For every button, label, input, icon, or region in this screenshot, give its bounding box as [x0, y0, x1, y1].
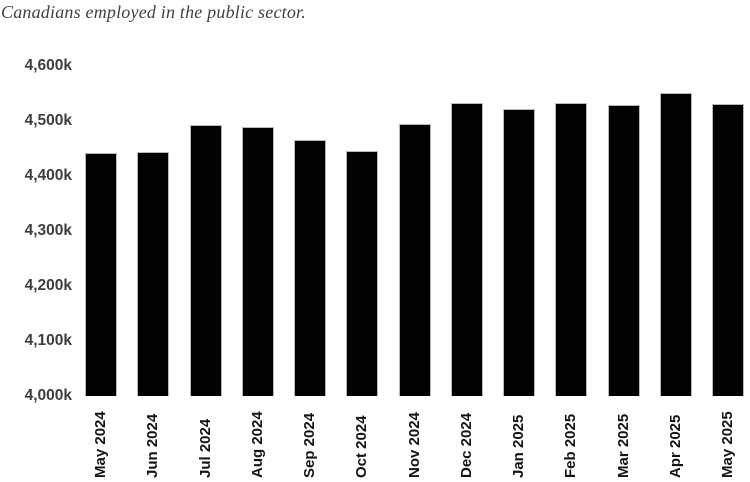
- y-axis-tick-label: 4,300k: [24, 222, 72, 239]
- y-axis-tick-label: 4,500k: [24, 112, 72, 129]
- bar-aug-2024: [241, 126, 274, 396]
- x-axis-label-dec-2024: Dec 2024: [457, 412, 475, 478]
- x-axis-label-may-2024: May 2024: [92, 411, 109, 478]
- bar-nov-2024: [398, 124, 431, 396]
- x-axis-label-nov-2024: Nov 2024: [405, 412, 423, 478]
- y-axis-tick-label: 4,100k: [24, 332, 72, 349]
- bar-may-2024: [85, 152, 117, 396]
- bar-may-2025: [712, 103, 744, 396]
- bar-apr-2025: [659, 92, 692, 396]
- bar-mar-2025: [607, 105, 640, 396]
- x-axis-label-may-2025: May 2025: [719, 411, 736, 478]
- bar-oct-2024: [346, 150, 379, 396]
- x-axis-label-aug-2024: Aug 2024: [248, 411, 266, 478]
- x-axis-label-jan-2025: Jan 2025: [510, 414, 527, 478]
- chart-title: Canadians employed in the public sector.: [1, 2, 306, 22]
- y-axis-tick-label: 4,000k: [24, 387, 72, 404]
- bar-jul-2024: [189, 125, 222, 396]
- x-axis-label-feb-2025: Feb 2025: [562, 413, 580, 478]
- y-axis-tick-label: 4,400k: [24, 167, 72, 184]
- bar-jun-2024: [137, 151, 170, 396]
- bar-jan-2025: [503, 108, 535, 396]
- x-axis-label-oct-2024: Oct 2024: [353, 415, 371, 478]
- x-axis-label-sep-2024: Sep 2024: [301, 412, 318, 478]
- x-axis-label-jul-2024: Jul 2024: [196, 418, 214, 478]
- bar-sep-2024: [294, 140, 326, 396]
- x-axis-label-apr-2025: Apr 2025: [666, 414, 684, 478]
- bar-feb-2025: [555, 102, 588, 396]
- x-axis-label-mar-2025: Mar 2025: [614, 413, 632, 478]
- y-axis-tick-label: 4,200k: [24, 277, 72, 294]
- y-axis-tick-label: 4,600k: [24, 57, 72, 74]
- x-axis-label-jun-2024: Jun 2024: [144, 413, 162, 478]
- bar-dec-2024: [450, 103, 483, 396]
